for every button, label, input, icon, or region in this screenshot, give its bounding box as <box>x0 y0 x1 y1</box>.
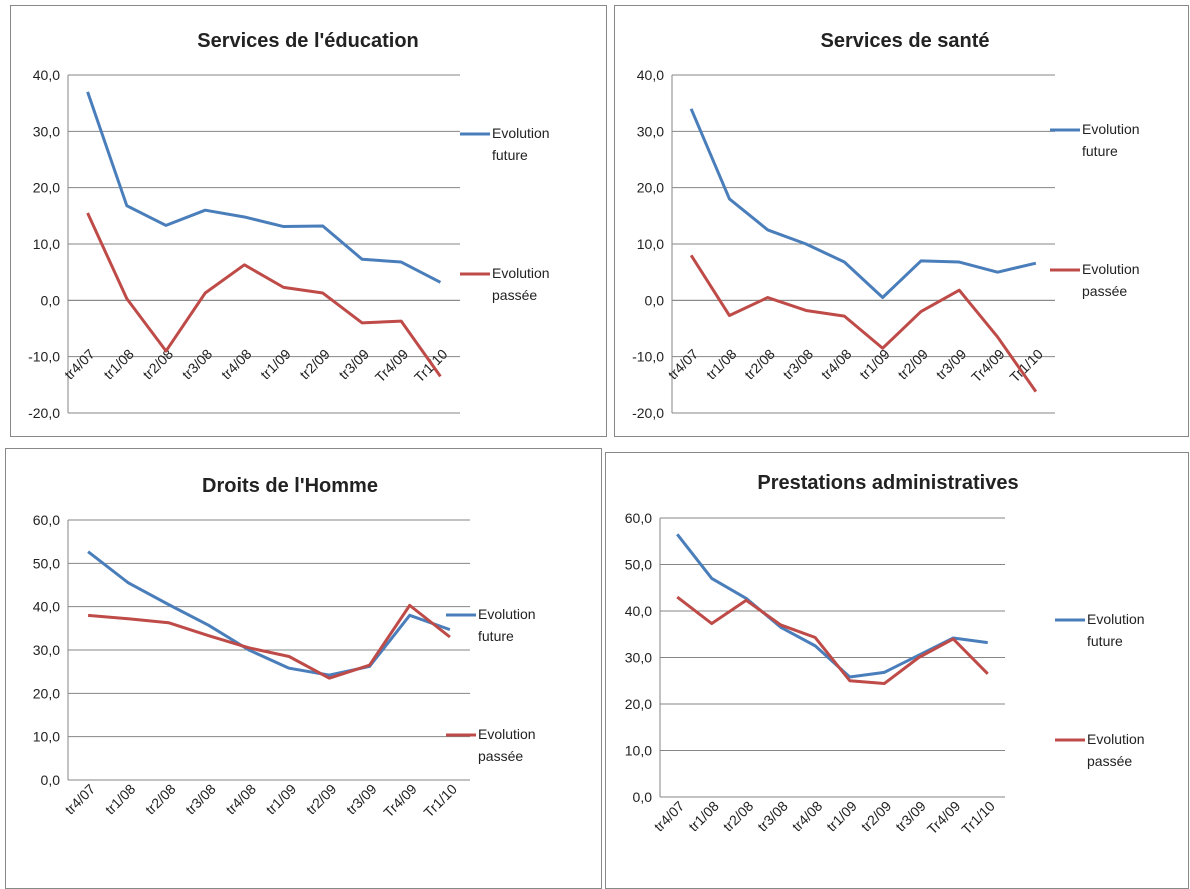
x-tick-label: tr1/09 <box>257 346 294 383</box>
series-line <box>689 254 1038 393</box>
x-tick-label: tr3/08 <box>179 346 216 383</box>
x-tick-label: tr2/08 <box>720 798 757 835</box>
y-tick-label: 40,0 <box>625 603 652 619</box>
x-tick-label: tr2/08 <box>142 781 179 818</box>
y-tick-label: 40,0 <box>33 599 60 615</box>
y-tick-label: 30,0 <box>33 642 60 658</box>
y-tick-label: 60,0 <box>33 512 60 528</box>
y-tick-label: 10,0 <box>33 729 60 745</box>
y-tick-label: 50,0 <box>625 557 652 573</box>
x-tick-label: Tr4/09 <box>924 798 964 838</box>
series-line <box>86 91 442 284</box>
x-tick-label: Tr1/10 <box>420 781 460 821</box>
chart-border <box>5 448 602 889</box>
x-tick-label: tr1/08 <box>100 346 137 383</box>
legend-label: Evolution future <box>1082 121 1140 159</box>
x-tick-label: tr4/07 <box>62 781 99 818</box>
series-line <box>676 595 989 686</box>
y-tick-label: 10,0 <box>625 743 652 759</box>
series-line <box>689 108 1037 300</box>
x-tick-label: tr2/09 <box>303 781 340 818</box>
y-tick-label: 30,0 <box>637 123 664 139</box>
x-tick-label: tr2/08 <box>741 346 778 383</box>
y-tick-label: 30,0 <box>625 650 652 666</box>
x-tick-label: tr4/08 <box>818 346 855 383</box>
chart-border <box>614 5 1189 437</box>
x-tick-label: tr3/09 <box>892 798 929 835</box>
y-tick-label: 50,0 <box>33 555 60 571</box>
y-tick-label: 40,0 <box>637 67 664 83</box>
x-tick-label: tr1/08 <box>685 798 722 835</box>
y-tick-label: 0,0 <box>41 292 61 308</box>
x-tick-label: tr1/09 <box>263 781 300 818</box>
y-tick-label: 0,0 <box>645 292 665 308</box>
legend-label: Evolution passée <box>478 726 536 764</box>
x-tick-label: tr3/09 <box>343 781 380 818</box>
legend-label: Evolution passée <box>1082 261 1140 299</box>
legend-label: Evolution future <box>1087 611 1145 649</box>
chart-title: Droits de l'Homme <box>202 475 378 497</box>
y-tick-label: -20,0 <box>28 405 60 421</box>
y-tick-label: -10,0 <box>28 349 60 365</box>
x-tick-label: tr4/08 <box>789 798 826 835</box>
y-tick-label: 20,0 <box>33 180 60 196</box>
x-tick-label: tr3/08 <box>182 781 219 818</box>
series-line <box>676 533 988 679</box>
y-tick-label: 60,0 <box>625 510 652 526</box>
series-line <box>87 550 451 677</box>
x-tick-label: tr1/09 <box>856 346 893 383</box>
x-tick-label: tr1/08 <box>102 781 139 818</box>
x-tick-label: Tr4/09 <box>372 346 412 386</box>
x-tick-label: Tr1/10 <box>411 346 451 386</box>
legend-label: Evolution future <box>492 125 550 163</box>
y-tick-label: 0,0 <box>41 772 61 788</box>
x-tick-label: tr4/07 <box>665 346 702 383</box>
x-tick-label: tr4/07 <box>61 346 98 383</box>
x-tick-label: tr3/08 <box>754 798 791 835</box>
x-tick-label: tr1/08 <box>703 346 740 383</box>
x-tick-label: tr1/09 <box>823 798 860 835</box>
y-tick-label: 10,0 <box>33 236 60 252</box>
x-tick-label: tr4/07 <box>651 798 688 835</box>
x-tick-label: tr4/08 <box>218 346 255 383</box>
y-tick-label: -20,0 <box>632 405 664 421</box>
x-tick-label: tr2/08 <box>139 346 176 383</box>
legend-label: Evolution passée <box>1087 731 1145 769</box>
x-tick-label: Tr4/09 <box>968 346 1008 386</box>
legend-label: Evolution passée <box>492 265 550 303</box>
x-tick-label: tr3/09 <box>933 346 970 383</box>
x-tick-label: tr2/09 <box>894 346 931 383</box>
x-tick-label: tr4/08 <box>222 781 259 818</box>
y-tick-label: 30,0 <box>33 123 60 139</box>
series-line <box>86 212 442 378</box>
x-tick-label: tr2/09 <box>296 346 333 383</box>
x-tick-label: Tr4/09 <box>380 781 420 821</box>
x-tick-label: Tr1/10 <box>958 798 998 838</box>
y-tick-label: 20,0 <box>637 180 664 196</box>
y-tick-label: 20,0 <box>33 685 60 701</box>
series-line <box>87 603 451 680</box>
y-tick-label: 10,0 <box>637 236 664 252</box>
x-tick-label: tr2/09 <box>858 798 895 835</box>
chart-title: Prestations administratives <box>757 472 1018 494</box>
chart-border <box>10 5 607 437</box>
y-tick-label: -10,0 <box>632 349 664 365</box>
y-tick-label: 0,0 <box>633 789 653 805</box>
y-tick-label: 40,0 <box>33 67 60 83</box>
chart-title: Services de l'éducation <box>197 30 419 52</box>
y-tick-label: 20,0 <box>625 696 652 712</box>
chart-title: Services de santé <box>821 30 990 52</box>
x-tick-label: tr3/08 <box>780 346 817 383</box>
legend-label: Evolution future <box>478 606 536 644</box>
x-tick-label: tr3/09 <box>335 346 372 383</box>
